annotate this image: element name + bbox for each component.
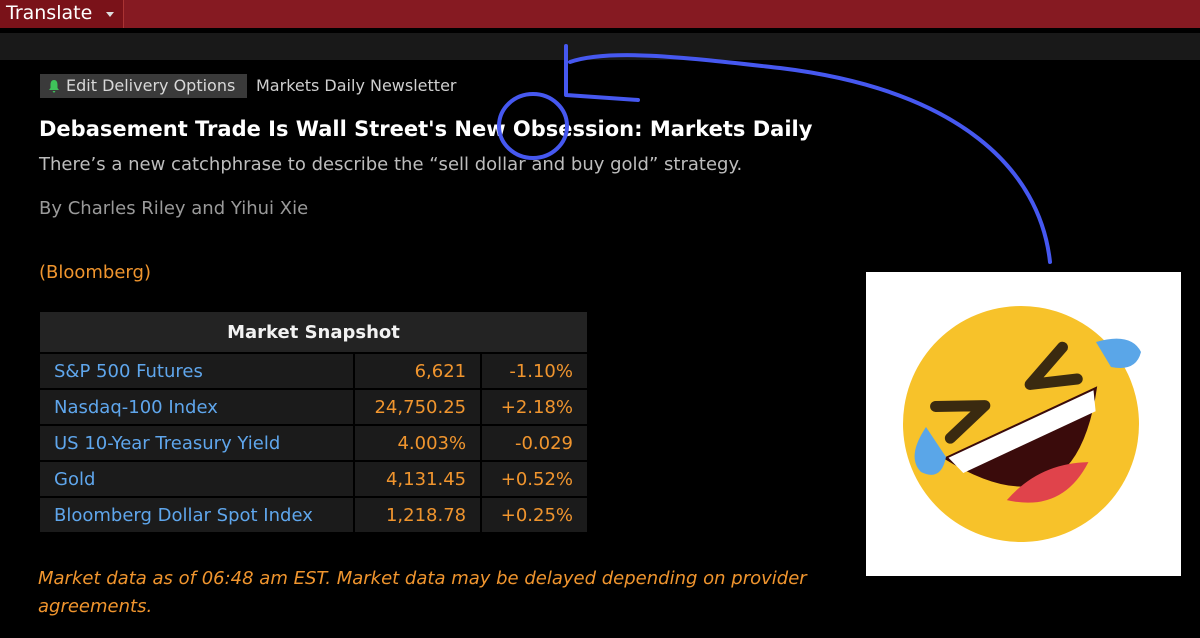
headline: Debasement Trade Is Wall Street's New Ob… [39, 117, 813, 141]
instrument-change: +0.25% [480, 496, 589, 534]
delivery-options-label: Edit Delivery Options [66, 76, 236, 95]
snapshot-row: Bloomberg Dollar Spot Index 1,218.78 +0.25… [38, 496, 589, 534]
instrument-name: Nasdaq-100 Index [38, 388, 355, 426]
subheadline: There’s a new catchphrase to describe th… [39, 154, 743, 175]
instrument-change: +0.52% [480, 460, 589, 498]
top-bar: Translate [0, 0, 1200, 28]
instrument-value: 4,131.45 [352, 460, 483, 498]
snapshot-row: Gold 4,131.45 +0.52% [38, 460, 589, 498]
instrument-change: -1.10% [480, 352, 589, 390]
snapshot-row: S&P 500 Futures 6,621 -1.10% [38, 352, 589, 390]
laughing-emoji [903, 306, 1141, 542]
snapshot-rows: S&P 500 Futures 6,621 -1.10% Nasdaq-100 Ind… [38, 352, 589, 534]
market-snapshot: Market Snapshot S&P 500 Futures 6,621 -1.1… [38, 310, 589, 534]
emoji-image [866, 272, 1181, 576]
toolbar-strip [0, 33, 1200, 60]
instrument-name: S&P 500 Futures [38, 352, 355, 390]
byline: By Charles Riley and Yihui Xie [39, 198, 309, 219]
instrument-value: 1,218.78 [352, 496, 483, 534]
instrument-value: 6,621 [352, 352, 483, 390]
delivery-options-button[interactable]: Edit Delivery Options [40, 74, 247, 98]
snapshot-row: Nasdaq-100 Index 24,750.25 +2.18% [38, 388, 589, 426]
instrument-value: 24,750.25 [352, 388, 483, 426]
translate-button[interactable]: Translate [0, 0, 124, 28]
newsletter-link[interactable]: Markets Daily Newsletter [256, 76, 457, 95]
snapshot-title: Market Snapshot [38, 310, 589, 354]
instrument-change: -0.029 [480, 424, 589, 462]
instrument-change: +2.18% [480, 388, 589, 426]
instrument-name: Gold [38, 460, 355, 498]
bell-icon [49, 80, 59, 93]
instrument-name: US 10-Year Treasury Yield [38, 424, 355, 462]
footnote: Market data as of 06:48 am EST. Market d… [38, 568, 807, 617]
snapshot-row: US 10-Year Treasury Yield 4.003% -0.029 [38, 424, 589, 462]
instrument-value: 4.003% [352, 424, 483, 462]
instrument-name: Bloomberg Dollar Spot Index [38, 496, 355, 534]
source: (Bloomberg) [39, 262, 151, 283]
